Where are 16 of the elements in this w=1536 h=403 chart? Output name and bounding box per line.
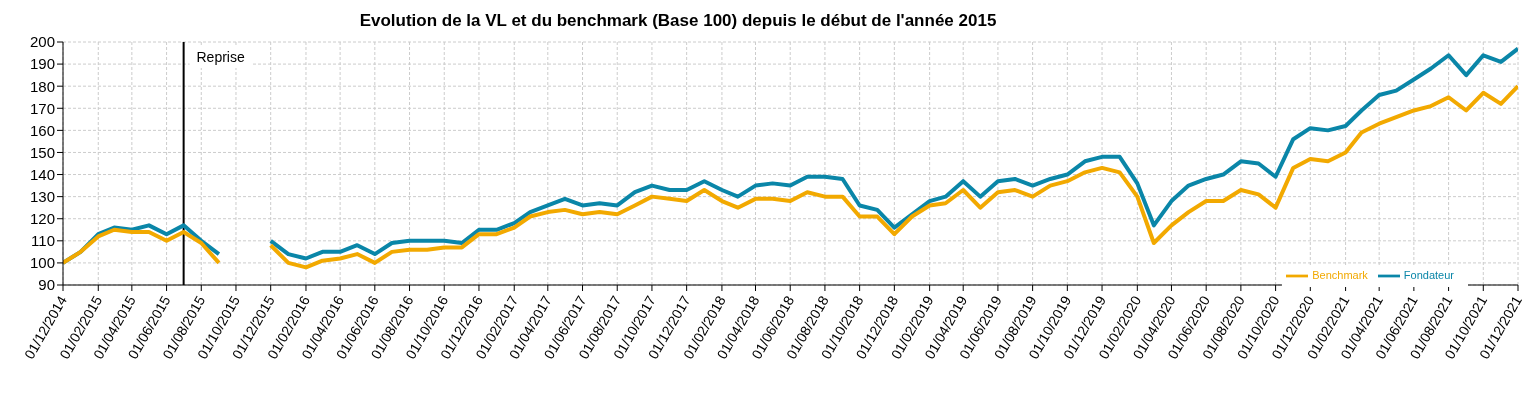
y-tick-label: 130 [29, 187, 55, 205]
legend-label: Benchmark [1312, 268, 1368, 281]
y-tick-label: 160 [29, 121, 55, 139]
y-tick-label: 200 [29, 33, 55, 51]
ref-line-label: Reprise [196, 49, 245, 65]
y-tick-label: 190 [29, 55, 55, 73]
y-tick-label: 140 [29, 165, 55, 183]
chart-title: Evolution de la VL et du benchmark (Base 100) depuis le début de l'année 2015 [358, 10, 998, 32]
y-tick-label: 170 [29, 99, 55, 117]
y-tick-label: 100 [29, 254, 55, 272]
legend-label: Fondateur [1403, 268, 1454, 281]
y-tick-label: 120 [29, 210, 55, 228]
y-tick-label: 110 [31, 232, 55, 250]
y-tick-label: 150 [29, 143, 55, 161]
y-tick-label: 180 [29, 77, 55, 95]
y-tick-label: 90 [38, 276, 55, 294]
